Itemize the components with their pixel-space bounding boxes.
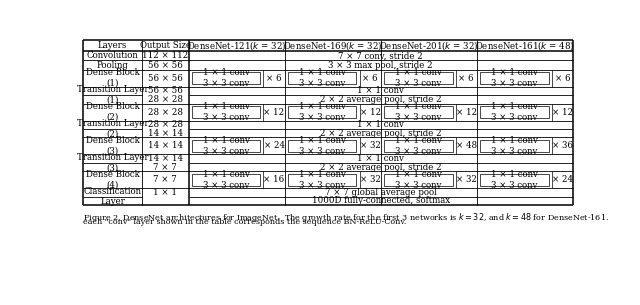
Text: Dense Block
(4): Dense Block (4) [86,170,140,189]
Text: × 24: × 24 [264,142,285,150]
Text: 14 × 14: 14 × 14 [148,129,183,138]
Text: 7 × 7: 7 × 7 [154,163,177,172]
Text: × 48: × 48 [456,142,477,150]
Text: 7 × 7: 7 × 7 [154,175,177,184]
Text: Dense Block
(2): Dense Block (2) [86,102,140,122]
Bar [288,140,356,152]
Text: 1 × 1 conv
3 × 3 conv: 1 × 1 conv 3 × 3 conv [202,136,250,156]
Text: 7 × 7 global average pool: 7 × 7 global average pool [324,188,436,197]
Text: Transition Layer
(3): Transition Layer (3) [77,153,148,173]
Text: × 36: × 36 [552,142,573,150]
Text: 7 × 7 conv, stride 2: 7 × 7 conv, stride 2 [339,51,423,60]
Text: Transition Layer
(1): Transition Layer (1) [77,85,148,105]
Bar [384,174,452,186]
Text: 2 × 2 average pool, stride 2: 2 × 2 average pool, stride 2 [320,163,442,172]
Text: Pooling: Pooling [97,61,129,70]
Text: × 6: × 6 [458,74,474,83]
Text: × 24: × 24 [552,175,573,184]
Text: 1 × 1 conv: 1 × 1 conv [357,120,404,129]
Text: × 32: × 32 [456,175,477,184]
Text: 1 × 1 conv
3 × 3 conv: 1 × 1 conv 3 × 3 conv [395,102,442,122]
Text: 112 × 112: 112 × 112 [142,51,188,60]
Bar [480,72,548,84]
Text: × 6: × 6 [362,74,378,83]
Text: 1 × 1 conv
3 × 3 conv: 1 × 1 conv 3 × 3 conv [299,170,346,189]
Bar [480,140,548,152]
Text: 1 × 1 conv
3 × 3 conv: 1 × 1 conv 3 × 3 conv [202,102,250,122]
Bar [480,106,548,118]
Text: Dense Block
(1): Dense Block (1) [86,69,140,88]
Text: 1 × 1 conv: 1 × 1 conv [357,86,404,95]
Bar [384,140,452,152]
Text: 28 × 28: 28 × 28 [148,95,183,104]
Bar [480,174,548,186]
Text: 14 × 14: 14 × 14 [148,154,183,163]
Text: 2 × 2 average pool, stride 2: 2 × 2 average pool, stride 2 [320,95,442,104]
Text: 1 × 1 conv
3 × 3 conv: 1 × 1 conv 3 × 3 conv [395,170,442,189]
Bar [384,72,452,84]
Text: × 32: × 32 [360,142,381,150]
Text: 56 × 56: 56 × 56 [148,86,182,95]
Bar [191,174,260,186]
Bar [288,72,356,84]
Text: 1 × 1 conv
3 × 3 conv: 1 × 1 conv 3 × 3 conv [395,136,442,156]
Bar [288,174,356,186]
Text: 2 × 2 average pool, stride 2: 2 × 2 average pool, stride 2 [320,129,442,138]
Bar [288,106,356,118]
Text: × 16: × 16 [264,175,285,184]
Text: × 32: × 32 [360,175,381,184]
Bar [384,106,452,118]
Text: DenseNet-121($k$ = 32): DenseNet-121($k$ = 32) [187,39,286,52]
Text: 56 × 56: 56 × 56 [148,61,182,70]
Text: 1 × 1 conv: 1 × 1 conv [357,154,404,163]
Text: 1 × 1 conv
3 × 3 conv: 1 × 1 conv 3 × 3 conv [491,136,538,156]
Text: 1 × 1 conv
3 × 3 conv: 1 × 1 conv 3 × 3 conv [491,69,538,88]
Text: DenseNet-201($k$ = 32): DenseNet-201($k$ = 32) [379,39,479,52]
Text: Transition Layer
(2): Transition Layer (2) [77,119,148,139]
Text: 1 × 1 conv
3 × 3 conv: 1 × 1 conv 3 × 3 conv [202,170,250,189]
Text: Output Size: Output Size [140,41,191,50]
Text: × 12: × 12 [552,108,573,117]
Text: 1 × 1 conv
3 × 3 conv: 1 × 1 conv 3 × 3 conv [491,170,538,189]
Text: DenseNet-169($k$ = 32): DenseNet-169($k$ = 32) [283,39,382,52]
Text: each "conv" layer shown in the table corresponds the sequence BN-ReLU-Conv.: each "conv" layer shown in the table cor… [83,218,406,226]
Text: 1 × 1 conv
3 × 3 conv: 1 × 1 conv 3 × 3 conv [491,102,538,122]
Text: × 12: × 12 [264,108,285,117]
Text: DenseNet-161($k$ = 48): DenseNet-161($k$ = 48) [475,39,575,52]
Text: 1 × 1: 1 × 1 [153,188,177,197]
Text: × 6: × 6 [555,74,570,83]
Text: × 12: × 12 [360,108,381,117]
Text: 3 × 3 max pool, stride 2: 3 × 3 max pool, stride 2 [328,61,433,70]
Text: × 6: × 6 [266,74,282,83]
Text: Dense Block
(3): Dense Block (3) [86,136,140,156]
Text: 1 × 1 conv
3 × 3 conv: 1 × 1 conv 3 × 3 conv [395,69,442,88]
Text: 56 × 56: 56 × 56 [148,74,182,83]
Text: 1 × 1 conv
3 × 3 conv: 1 × 1 conv 3 × 3 conv [299,69,346,88]
Text: Figure 2. DenseNet architectures for ImageNet.  The growth rate for the first 3 : Figure 2. DenseNet architectures for Ima… [83,211,609,224]
Text: 14 × 14: 14 × 14 [148,142,183,150]
Bar [191,106,260,118]
Text: × 12: × 12 [456,108,477,117]
Text: Layers: Layers [98,41,127,50]
Text: 1000D fully-connected, softmax: 1000D fully-connected, softmax [312,196,450,206]
Text: 28 × 28: 28 × 28 [148,108,183,117]
Text: 28 × 28: 28 × 28 [148,120,183,129]
Text: Convolution: Convolution [86,51,138,60]
Text: 1 × 1 conv
3 × 3 conv: 1 × 1 conv 3 × 3 conv [202,69,250,88]
Text: 1 × 1 conv
3 × 3 conv: 1 × 1 conv 3 × 3 conv [299,136,346,156]
Text: 1 × 1 conv
3 × 3 conv: 1 × 1 conv 3 × 3 conv [299,102,346,122]
Text: Classification
Layer: Classification Layer [84,187,141,206]
Bar [191,140,260,152]
Bar [191,72,260,84]
